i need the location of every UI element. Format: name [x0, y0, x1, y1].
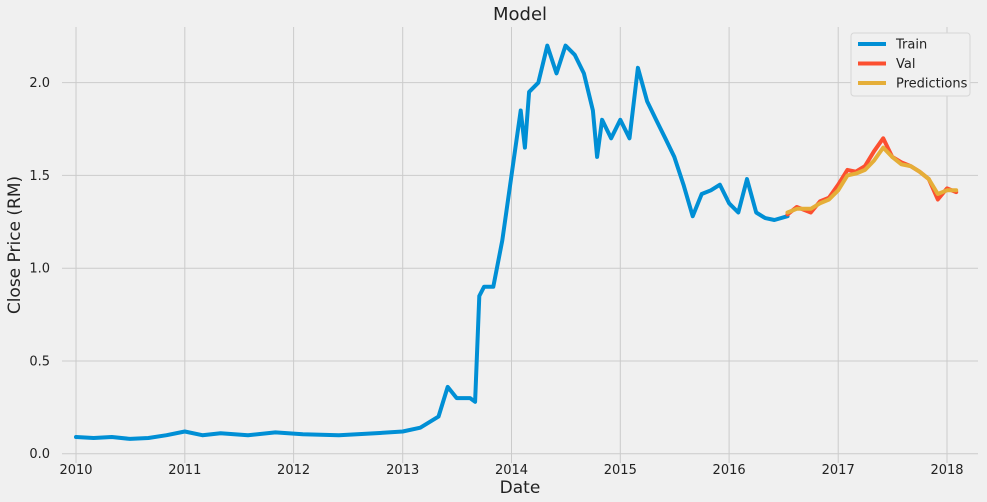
tick-labels: 2010 2011 2012 2013 2014 2015 2016 2017 2018 0.0 0…: [29, 76, 963, 478]
y-tick-label: 1.5: [29, 169, 50, 184]
legend-label-predictions: Predictions: [896, 77, 968, 92]
chart-title: Model: [493, 4, 547, 25]
legend: Train Val Predictions: [850, 32, 971, 97]
x-tick-label: 2015: [604, 463, 637, 478]
plot-series: [74, 43, 959, 441]
x-tick-label: 2017: [822, 463, 855, 478]
series-line-predictions: [785, 145, 959, 215]
x-tick-label: 2011: [168, 463, 201, 478]
y-axis-label: Close Price (RM): [5, 176, 25, 314]
y-tick-label: 1.0: [29, 262, 50, 277]
x-tick-label: 2016: [713, 463, 746, 478]
legend-label-train: Train: [895, 38, 927, 53]
y-tick-label: 2.0: [29, 76, 50, 91]
y-tick-label: 0.5: [29, 354, 50, 369]
legend-box: [850, 32, 971, 97]
x-tick-label: 2012: [277, 463, 310, 478]
x-tick-label: 2010: [59, 463, 92, 478]
grid: [62, 27, 978, 463]
x-tick-label: 2018: [930, 463, 963, 478]
x-tick-label: 2014: [495, 463, 528, 478]
x-axis-label: Date: [500, 478, 541, 498]
y-tick-label: 0.0: [29, 447, 50, 462]
x-tick-label: 2013: [386, 463, 419, 478]
legend-label-val: Val: [896, 57, 915, 72]
series-line-train: [74, 43, 790, 441]
